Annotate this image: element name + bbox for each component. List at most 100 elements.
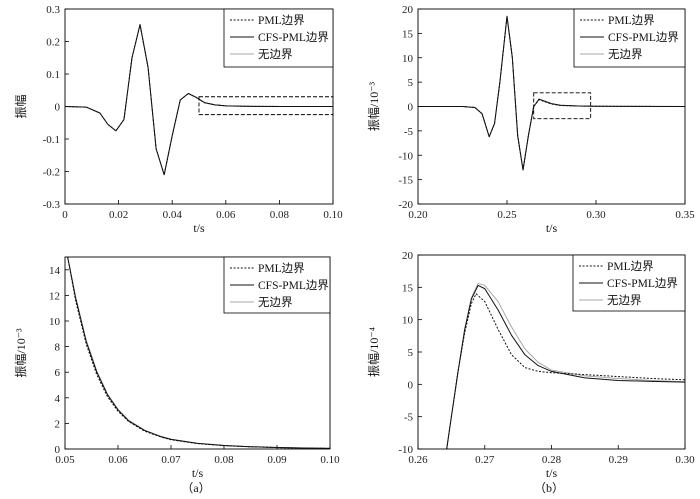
y-tick-label: 15 xyxy=(402,28,414,40)
y-tick-label: 10 xyxy=(402,315,414,327)
y-axis-label: 振幅/10⁻³ xyxy=(13,328,28,378)
legend-label-2: CFS-PML边界 xyxy=(607,277,678,290)
chart-top-left: 0 0.02 0.04 0.06 0.08 0.10 -0.3 -0.2 -0.1 0 0.1 0.2… xyxy=(13,4,343,235)
plot-frame xyxy=(64,256,331,450)
x-tick-label: 0.35 xyxy=(675,209,695,221)
x-tick-label: 0.30 xyxy=(586,209,606,221)
y-tick-label: -0.2 xyxy=(43,167,60,179)
y-tick-label: -20 xyxy=(398,199,413,211)
x-tick-label: 0.30 xyxy=(675,454,695,466)
legend-label-2: CFS-PML边界 xyxy=(608,31,679,44)
legend-label-3: 无边界 xyxy=(258,48,293,61)
x-tick-label: 0.25 xyxy=(497,209,517,221)
y-tick-label: 20 xyxy=(402,250,414,262)
plot-frame xyxy=(417,254,686,450)
x-tick-label: 0 xyxy=(62,209,68,221)
y-tick-label: 0.1 xyxy=(46,69,60,81)
y-axis-label: 振幅/10⁻⁴ xyxy=(366,327,381,377)
series-line-2 xyxy=(65,24,333,176)
y-tick-label: -15 xyxy=(398,175,413,187)
x-tick-label: 0.06 xyxy=(216,209,236,221)
series-line-2 xyxy=(67,257,330,449)
series-line-2 xyxy=(446,284,685,449)
x-tick-label: 0.08 xyxy=(214,454,234,466)
y-tick-label: 4 xyxy=(55,393,61,405)
y-tick-label: 10 xyxy=(402,53,414,65)
y-tick-label: 0 xyxy=(408,379,414,391)
x-axis-label: t/s xyxy=(192,466,204,480)
plot-frame xyxy=(417,8,686,205)
y-tick-label: 10 xyxy=(49,316,61,328)
legend-label-2: CFS-PML边界 xyxy=(258,31,329,44)
y-tick-label: -10 xyxy=(398,150,413,162)
legend-label-3: 无边界 xyxy=(608,48,643,61)
legend-label-3: 无边界 xyxy=(607,294,642,307)
y-tick-label: 14 xyxy=(49,265,61,277)
series-line-1 xyxy=(446,293,685,449)
y-tick-label: 0 xyxy=(55,444,61,456)
legend-label-1: PML边界 xyxy=(607,260,654,273)
x-tick-label: 0.05 xyxy=(55,454,75,466)
x-tick-label: 0.28 xyxy=(542,454,562,466)
y-tick-label: 15 xyxy=(402,282,414,294)
y-tick-label: 0 xyxy=(55,102,61,114)
series-group xyxy=(65,24,333,176)
x-tick-label: 0.26 xyxy=(408,454,428,466)
plot-frame xyxy=(64,8,334,205)
x-axis-label: t/s xyxy=(193,221,205,235)
series-group xyxy=(446,282,685,449)
x-tick-label: 0.02 xyxy=(109,209,128,221)
y-tick-label: -5 xyxy=(404,126,414,138)
y-tick-label: 8 xyxy=(55,342,61,354)
x-tick-label: 0.29 xyxy=(609,454,629,466)
x-axis-label: t/s xyxy=(546,466,558,480)
x-tick-label: 0.27 xyxy=(475,454,495,466)
series-line-2 xyxy=(418,15,685,171)
y-tick-label: 5 xyxy=(408,347,414,359)
chart-bottom-right: 0.26 0.27 0.28 0.29 0.30 -10 -5 0 5 10 15 20 t/s 振幅/1… xyxy=(366,250,695,480)
legend-box xyxy=(223,8,334,68)
x-tick-label: 0.06 xyxy=(108,454,128,466)
x-tick-label: 0.09 xyxy=(267,454,287,466)
y-tick-label: 12 xyxy=(49,290,60,302)
legend-label-1: PML边界 xyxy=(258,262,305,275)
chart-bottom-left: 0.05 0.06 0.07 0.08 0.09 0.10 0 2 4 6 8 10 12 14 t/s 振幅… xyxy=(13,256,340,480)
x-tick-label: 0.20 xyxy=(408,209,428,221)
legend-label-2: CFS-PML边界 xyxy=(258,279,329,292)
legend-label-1: PML边界 xyxy=(608,14,655,27)
legend-label-1: PML边界 xyxy=(258,14,305,27)
zoom-box xyxy=(533,92,592,120)
y-axis-label: 振幅/10⁻³ xyxy=(366,81,381,131)
series-group xyxy=(67,257,330,449)
panel-label-a: （a） xyxy=(181,481,210,495)
x-tick-label: 0.08 xyxy=(270,209,290,221)
legend-box xyxy=(573,8,686,68)
y-tick-label: 0.3 xyxy=(46,4,60,16)
y-tick-label: 0.2 xyxy=(46,37,60,49)
y-tick-label: -5 xyxy=(404,412,414,424)
y-tick-label: -0.1 xyxy=(43,134,60,146)
y-tick-label: -0.3 xyxy=(43,199,61,211)
zoom-box xyxy=(198,96,334,116)
x-tick-label: 0.04 xyxy=(163,209,183,221)
y-axis-label: 振幅 xyxy=(13,94,28,118)
series-group xyxy=(418,15,685,171)
x-tick-label: 0.10 xyxy=(323,209,343,221)
y-tick-label: 20 xyxy=(402,4,414,16)
y-tick-label: 0 xyxy=(408,102,414,114)
legend-label-3: 无边界 xyxy=(258,296,293,309)
x-axis-label: t/s xyxy=(546,221,558,235)
y-tick-label: 2 xyxy=(55,418,61,430)
y-tick-label: -10 xyxy=(398,444,413,456)
panel-label-b: （b） xyxy=(534,481,564,495)
y-tick-label: 5 xyxy=(408,77,414,89)
x-tick-label: 0.07 xyxy=(161,454,181,466)
y-tick-label: 6 xyxy=(55,367,61,379)
chart-top-right: 0.20 0.25 0.30 0.35 -20 -15 -10 -5 0 5 10 15 20 t/s 振幅… xyxy=(366,4,695,235)
x-tick-label: 0.10 xyxy=(320,454,340,466)
